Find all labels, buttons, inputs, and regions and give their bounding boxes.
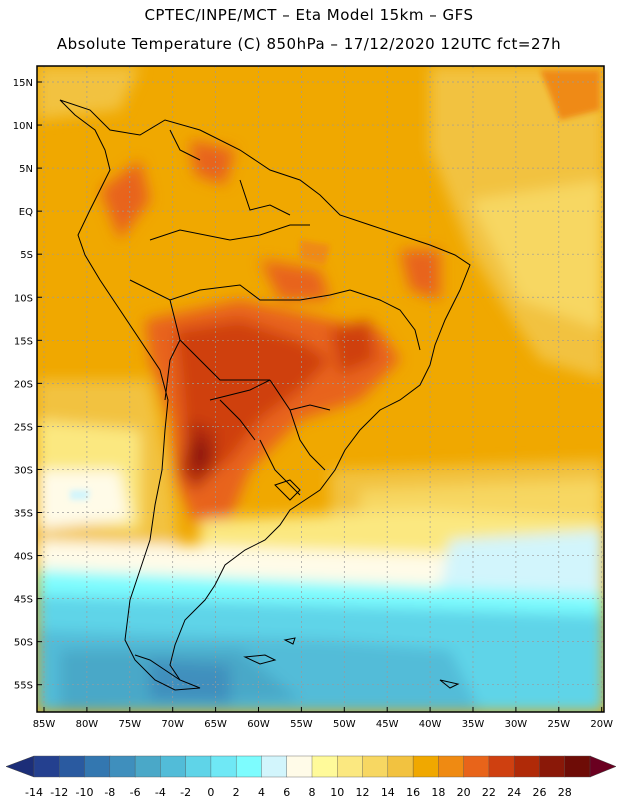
colorbar-swatch bbox=[438, 755, 465, 778]
map-title-line-2: Absolute Temperature (C) 850hPa – 17/12/… bbox=[56, 35, 562, 53]
lat-label: 10S bbox=[14, 293, 33, 304]
lat-label: 45S bbox=[14, 595, 33, 606]
colorbar-label: 2 bbox=[233, 786, 240, 799]
colorbar-swatch bbox=[185, 755, 212, 778]
lon-label: 80W bbox=[76, 719, 99, 730]
colorbar: -14 -12 -10 -8 -6 -4 -2 0 2 4 6 8 10 12 14 16 18 20 22 24 26… bbox=[5, 755, 617, 799]
colorbar-label: 28 bbox=[558, 786, 572, 799]
colorbar-label: 4 bbox=[258, 786, 265, 799]
lon-label: 40W bbox=[419, 719, 442, 730]
colorbar-swatch bbox=[337, 755, 364, 778]
lon-label: 60W bbox=[247, 719, 270, 730]
colorbar-swatch bbox=[488, 755, 515, 778]
colorbar-label: 26 bbox=[532, 786, 546, 799]
lat-label: 25S bbox=[14, 422, 33, 433]
colorbar-label: 6 bbox=[283, 786, 290, 799]
lat-label: 55S bbox=[14, 681, 33, 692]
lon-label: 30W bbox=[505, 719, 528, 730]
colorbar-label: -10 bbox=[76, 786, 94, 799]
lat-label: 5S bbox=[20, 250, 33, 261]
lat-label: EQ bbox=[19, 207, 33, 218]
colorbar-label: 22 bbox=[482, 786, 496, 799]
colorbar-swatch bbox=[109, 755, 136, 778]
map-title-line-1: CPTEC/INPE/MCT – Eta Model 15km – GFS bbox=[144, 6, 474, 24]
colorbar-swatch bbox=[235, 755, 263, 778]
colorbar-swatch bbox=[33, 755, 60, 778]
colorbar-label: -14 bbox=[25, 786, 43, 799]
lon-label: 75W bbox=[118, 719, 141, 730]
lat-label: 35S bbox=[14, 509, 33, 520]
map-frame bbox=[36, 65, 605, 713]
colorbar-swatch bbox=[59, 755, 86, 778]
lat-label: 40S bbox=[14, 552, 33, 563]
colorbar-swatch bbox=[210, 755, 237, 778]
colorbar-swatch bbox=[412, 755, 439, 778]
colorbar-label: 12 bbox=[356, 786, 370, 799]
colorbar-swatch bbox=[261, 755, 288, 778]
colorbar-label: 8 bbox=[309, 786, 316, 799]
colorbar-label: 14 bbox=[381, 786, 395, 799]
colorbar-low-arrow bbox=[5, 755, 35, 778]
colorbar-high-arrow bbox=[589, 755, 617, 778]
colorbar-label: 10 bbox=[330, 786, 344, 799]
colorbar-swatch bbox=[311, 755, 338, 778]
colorbar-swatch bbox=[564, 755, 591, 778]
lon-label: 45W bbox=[376, 719, 399, 730]
colorbar-label: -6 bbox=[130, 786, 141, 799]
lon-label: 85W bbox=[33, 719, 56, 730]
colorbar-swatch bbox=[286, 755, 313, 778]
lon-label: 70W bbox=[161, 719, 184, 730]
lat-label: 15N bbox=[13, 78, 33, 89]
colorbar-label: 20 bbox=[457, 786, 471, 799]
colorbar-label: 16 bbox=[406, 786, 420, 799]
lat-label: 50S bbox=[14, 638, 33, 649]
lon-label: 55W bbox=[290, 719, 313, 730]
colorbar-label: -2 bbox=[180, 786, 191, 799]
lon-label: 35W bbox=[462, 719, 485, 730]
colorbar-label: 18 bbox=[431, 786, 445, 799]
colorbar-swatch bbox=[84, 755, 111, 778]
colorbar-swatch bbox=[134, 755, 161, 778]
colorbar-swatch bbox=[539, 755, 566, 778]
colorbar-label: -12 bbox=[50, 786, 68, 799]
longitude-labels: 85W 80W 75W 70W 65W 60W 55W 50W 45W 40W 35W 30W 25W 2… bbox=[33, 707, 613, 730]
temperature-field bbox=[37, 66, 604, 712]
lat-label: 15S bbox=[14, 336, 33, 347]
latitude-labels: 15N 10N 5N EQ 5S 10S 15S 20S 25S 30S 35S 40S 45S 50S 5… bbox=[13, 78, 42, 692]
colorbar-label: -8 bbox=[104, 786, 115, 799]
colorbar-swatch bbox=[160, 755, 187, 778]
lon-label: 50W bbox=[333, 719, 356, 730]
lon-label: 25W bbox=[547, 719, 570, 730]
lat-label: 20S bbox=[14, 379, 33, 390]
colorbar-label: 0 bbox=[207, 786, 214, 799]
lon-label: 20W bbox=[590, 719, 613, 730]
colorbar-swatch bbox=[463, 755, 490, 778]
lon-label: 65W bbox=[204, 719, 227, 730]
lat-label: 30S bbox=[14, 465, 33, 476]
colorbar-label: -4 bbox=[155, 786, 166, 799]
coastline-outline bbox=[59, 99, 471, 691]
colorbar-swatch bbox=[362, 755, 389, 778]
colorbar-label: 24 bbox=[507, 786, 521, 799]
colorbar-swatch bbox=[387, 755, 414, 778]
colorbar-swatch bbox=[513, 755, 541, 778]
lat-label: 5N bbox=[19, 164, 33, 175]
lat-label: 10N bbox=[13, 121, 33, 132]
